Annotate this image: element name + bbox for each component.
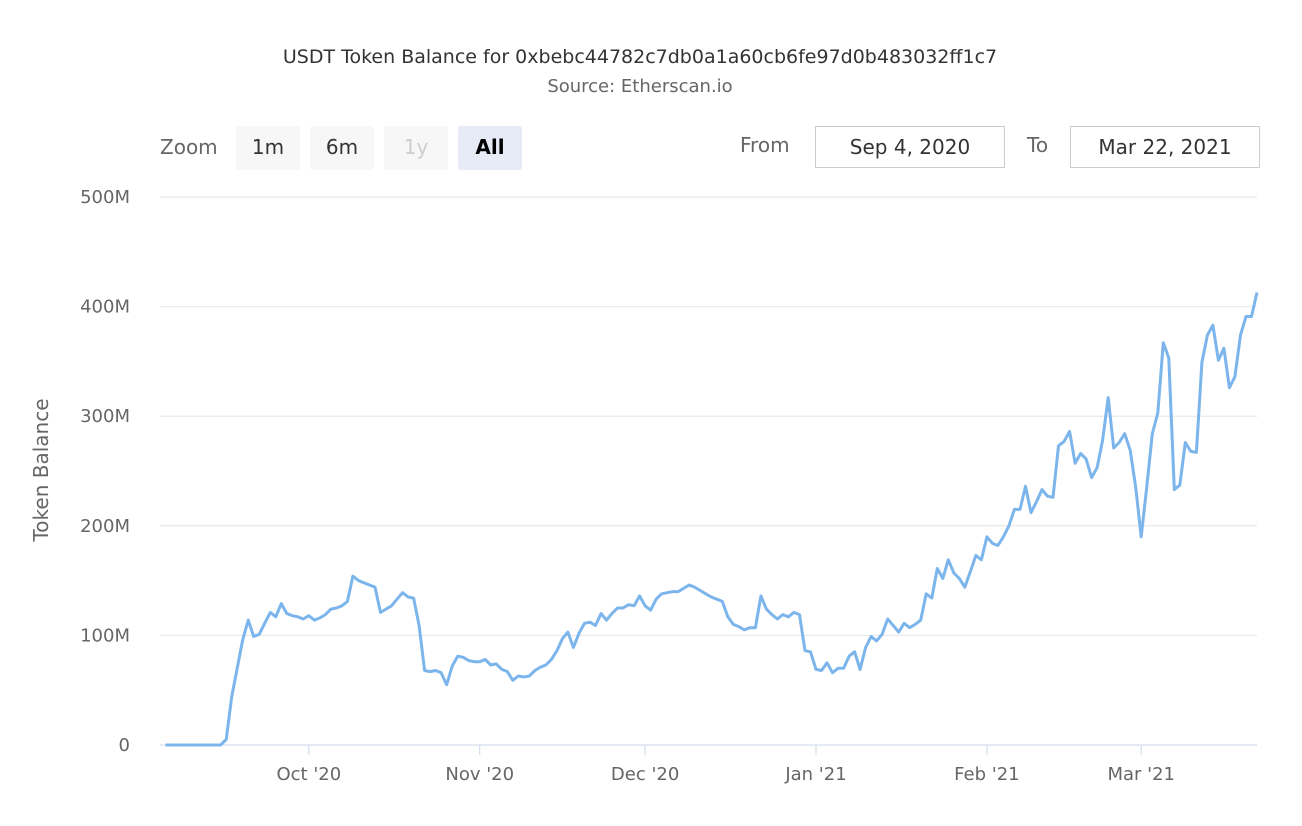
zoom-6m-button[interactable]: 6m	[310, 126, 374, 170]
y-tick-label: 400M	[80, 297, 130, 318]
zoom-1m-button[interactable]: 1m	[236, 126, 300, 170]
series-line	[165, 292, 1259, 747]
y-tick-label: 300M	[80, 406, 130, 427]
chart-title: USDT Token Balance for 0xbebc44782c7db0a…	[282, 46, 998, 68]
x-tick-label: Dec '20	[611, 764, 679, 785]
y-tick-label: 200M	[80, 516, 130, 537]
x-tick-label: Nov '20	[445, 764, 514, 785]
y-tick-label: 100M	[80, 625, 130, 646]
zoom-1y-button[interactable]: 1y	[384, 126, 448, 170]
zoom-label: Zoom	[160, 135, 218, 159]
y-tick-label: 500M	[80, 187, 130, 208]
from-date-input[interactable]: Sep 4, 2020	[815, 126, 1005, 168]
from-label: From	[740, 133, 790, 157]
x-tick-label: Oct '20	[276, 764, 341, 785]
x-tick-label: Feb '21	[954, 764, 1019, 785]
x-tick-label: Mar '21	[1107, 764, 1175, 785]
x-tick-label: Jan '21	[784, 764, 846, 785]
to-date-input[interactable]: Mar 22, 2021	[1070, 126, 1260, 168]
y-axis-label: Token Balance	[29, 398, 53, 542]
to-label: To	[1027, 133, 1049, 157]
y-tick-label: 0	[119, 735, 130, 756]
chart-subtitle: Source: Etherscan.io	[547, 76, 733, 97]
zoom-all-button[interactable]: All	[458, 126, 522, 170]
